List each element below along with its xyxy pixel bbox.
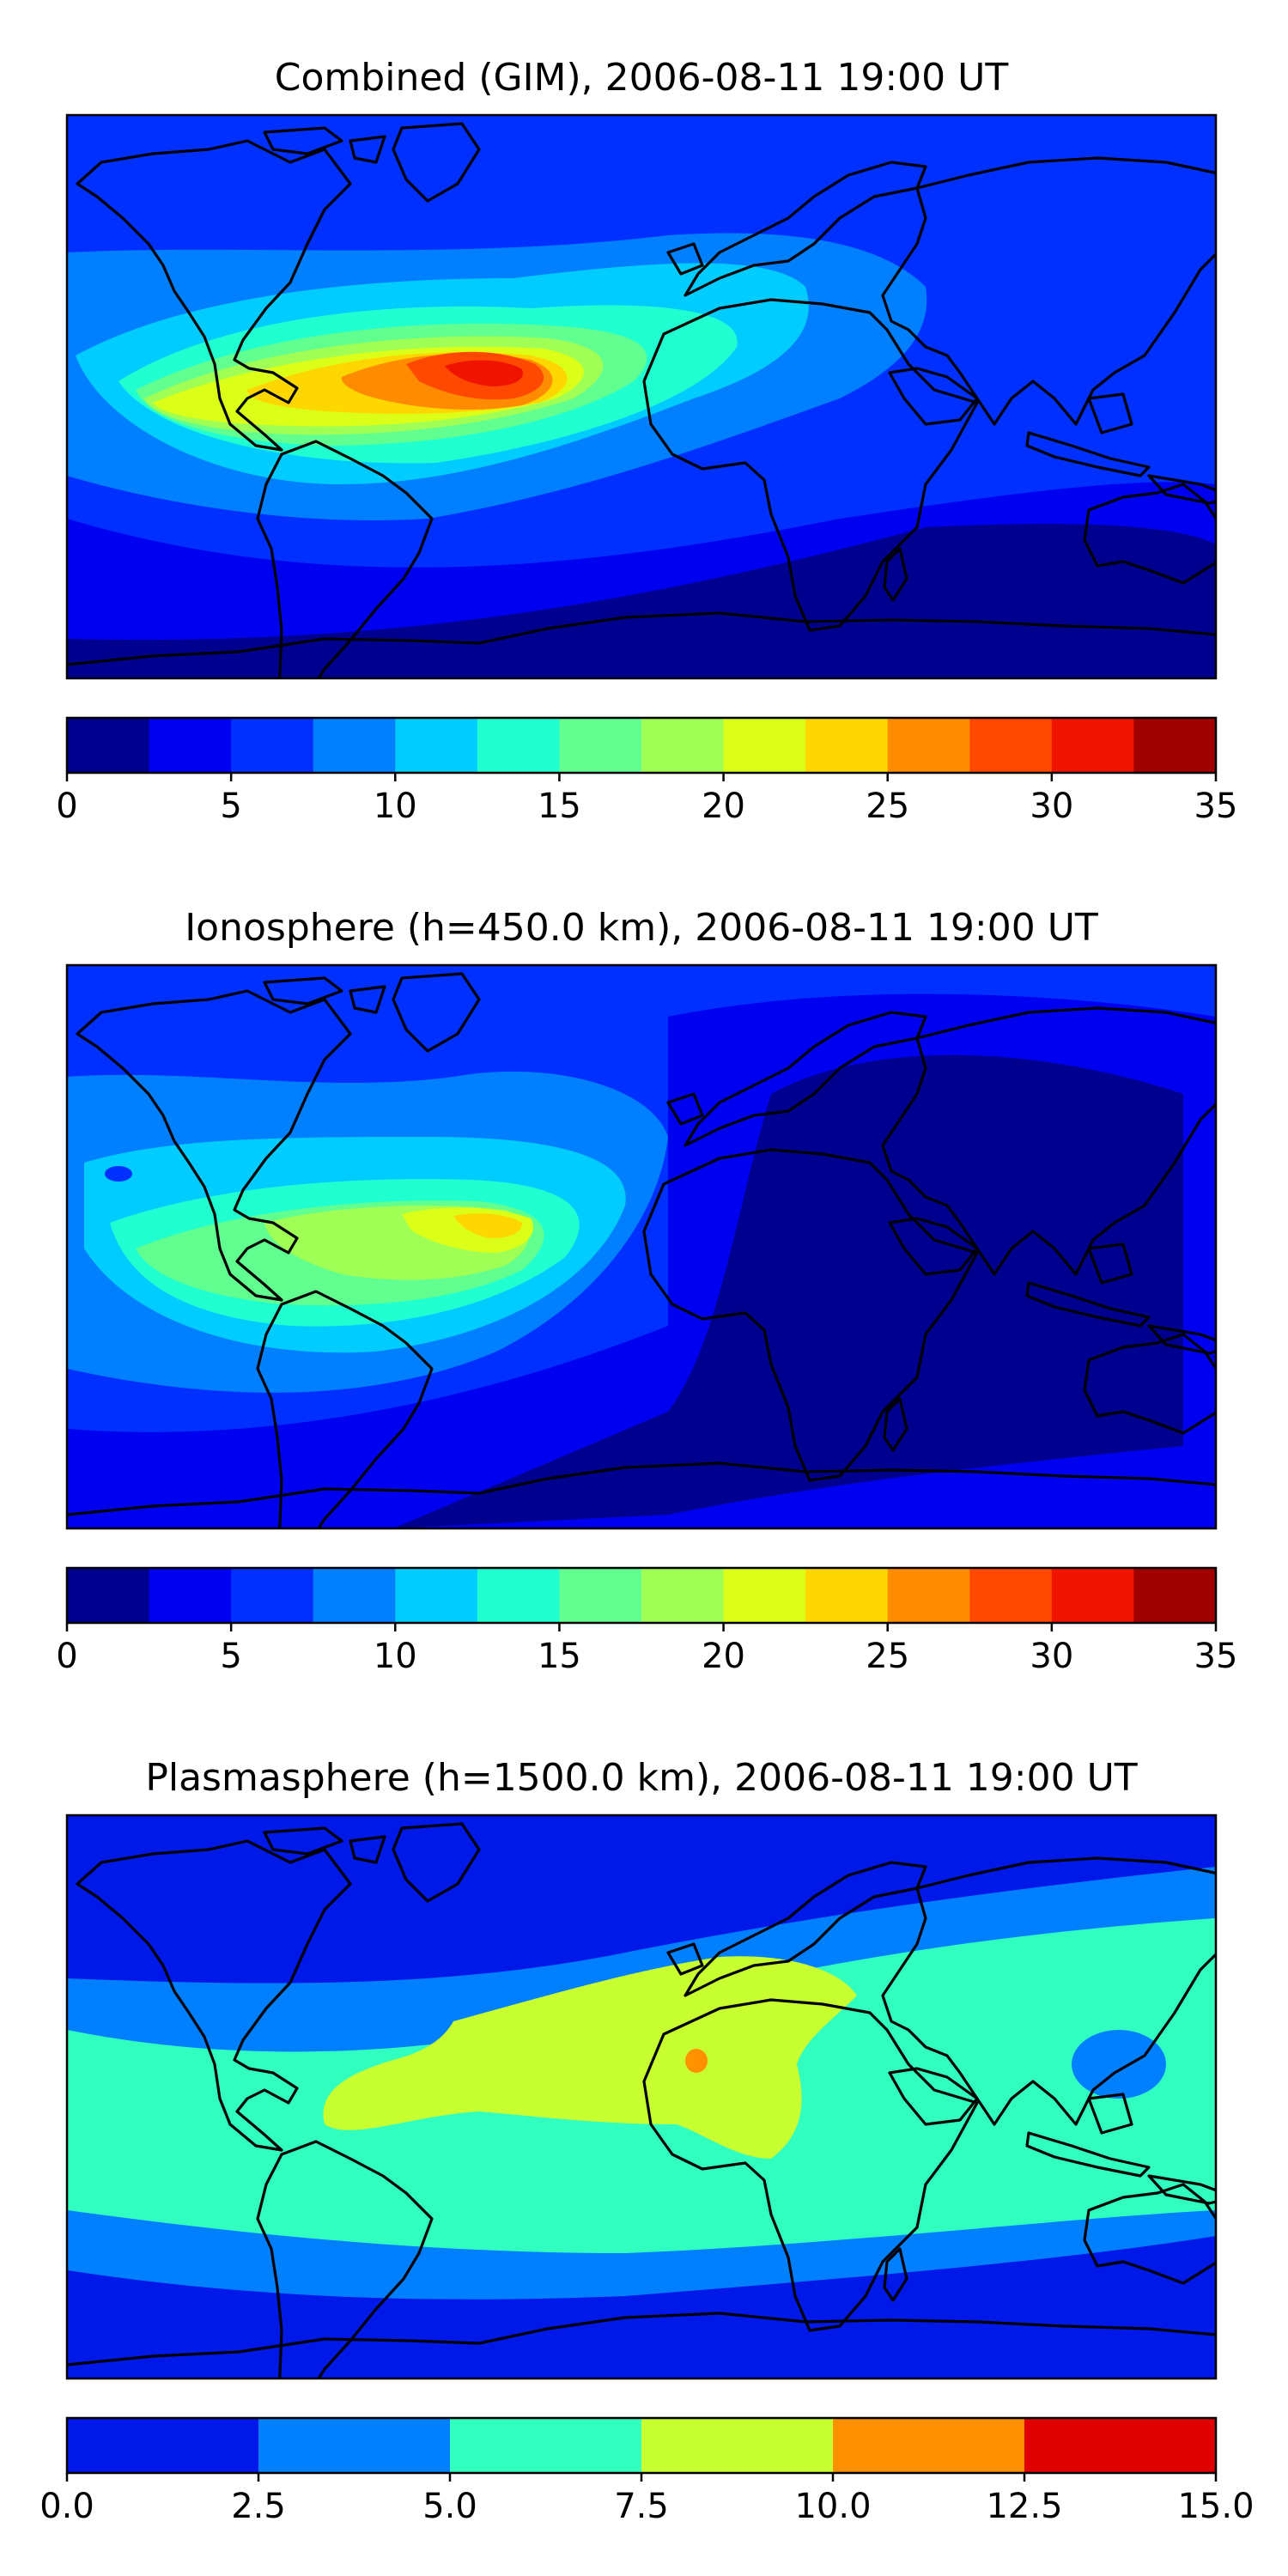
contour-band [445,360,523,386]
colorbar-swatch [149,1568,232,1623]
colorbar-tick-label: 5 [220,1637,241,1676]
colorbar-tick-label: 0.0 [39,2487,94,2526]
colorbar-swatch [258,2418,451,2473]
colorbar-swatch [231,1568,314,1623]
colorbar-swatch [231,718,314,773]
colorbar-swatch [67,2418,259,2473]
colorbar-tick-label: 15.0 [1177,2487,1254,2526]
colorbar-swatch [1133,1568,1217,1623]
colorbar-swatch [969,718,1053,773]
map-panel-ionosphere [67,965,1216,1528]
colorbar-tick-label: 25 [866,787,909,826]
colorbar-swatch [805,718,889,773]
map-frame-combined [65,113,1218,680]
colorbar-swatch [641,1568,725,1623]
colorbar-tick-label: 2.5 [231,2487,286,2526]
contour-band [105,1166,132,1182]
colorbar-swatch [67,1568,150,1623]
colorbar-frame [65,716,1218,775]
contour-band [453,1213,522,1238]
colorbar-ionosphere: 0 5 10 15 20 25 30 35 [56,1566,1238,1676]
colorbar-tick-label: 5.0 [422,2487,477,2526]
colorbar-tick-label: 20 [702,1637,745,1676]
map-panel-plasmasphere [67,1815,1216,2379]
colorbar-swatch [477,718,560,773]
colorbar-tick-label: 25 [866,1637,909,1676]
map-panel-combined [67,115,1216,678]
colorbar-tick-label: 35 [1194,787,1238,826]
colorbar-tick-label: 0 [56,1637,77,1676]
colorbar-tick-label: 0 [56,787,77,826]
colorbar-tick-label: 12.5 [986,2487,1062,2526]
chart-title-ionosphere: Ionosphere (h=450.0 km), 2006-08-11 19:0… [185,906,1098,950]
colorbar-swatch [67,718,150,773]
colorbar-swatch [149,718,232,773]
colorbar-tick-label: 15 [538,787,581,826]
colorbar-swatch [313,1568,396,1623]
colorbar-tick-label: 10 [374,787,417,826]
colorbar-swatch [833,2418,1025,2473]
colorbar-swatch [641,2418,834,2473]
colorbar-tick-label: 35 [1194,1637,1238,1676]
colorbar-tick-label: 7.5 [614,2487,669,2526]
colorbar-swatch [887,718,970,773]
colorbar-combined: 0 5 10 15 20 25 30 35 [56,716,1238,826]
colorbar-tick-label: 30 [1030,1637,1073,1676]
colorbar-swatch [805,1568,889,1623]
colorbar-tick-label: 30 [1030,787,1073,826]
chart-title-combined: Combined (GIM), 2006-08-11 19:00 UT [275,56,1009,100]
colorbar-swatch [559,718,642,773]
colorbar-tick-label: 10.0 [794,2487,871,2526]
colorbar-frame [65,1566,1218,1625]
colorbar-tick-label: 5 [220,787,241,826]
colorbar-tick-label: 10 [374,1637,417,1676]
colorbar-swatch [1051,1568,1134,1623]
colorbar-swatch [887,1568,970,1623]
colorbar-swatch [1024,2418,1217,2473]
contour-band [685,2049,708,2073]
colorbar-swatch [723,1568,806,1623]
contour-band [1072,2030,1166,2099]
colorbar-plasmasphere: 0.0 2.5 5.0 7.5 10.0 12.5 15.0 [39,2416,1255,2526]
colorbar-swatch [1133,718,1217,773]
colorbar-tick-label: 20 [702,787,745,826]
colorbar-swatch [477,1568,560,1623]
colorbar-swatch [450,2418,642,2473]
colorbar-swatch [641,718,725,773]
colorbar-swatch [559,1568,642,1623]
map-frame-ionosphere [65,963,1218,1530]
colorbar-swatch [969,1568,1053,1623]
colorbar-swatch [395,1568,478,1623]
colorbar-swatch [395,718,478,773]
colorbar-swatch [313,718,396,773]
chart-title-plasmasphere: Plasmasphere (h=1500.0 km), 2006-08-11 1… [145,1756,1137,1800]
colorbar-tick-label: 15 [538,1637,581,1676]
contour-band [393,1054,1183,1528]
colorbar-swatch [723,718,806,773]
colorbar-swatch [1051,718,1134,773]
map-frame-plasmasphere [65,1814,1218,2380]
